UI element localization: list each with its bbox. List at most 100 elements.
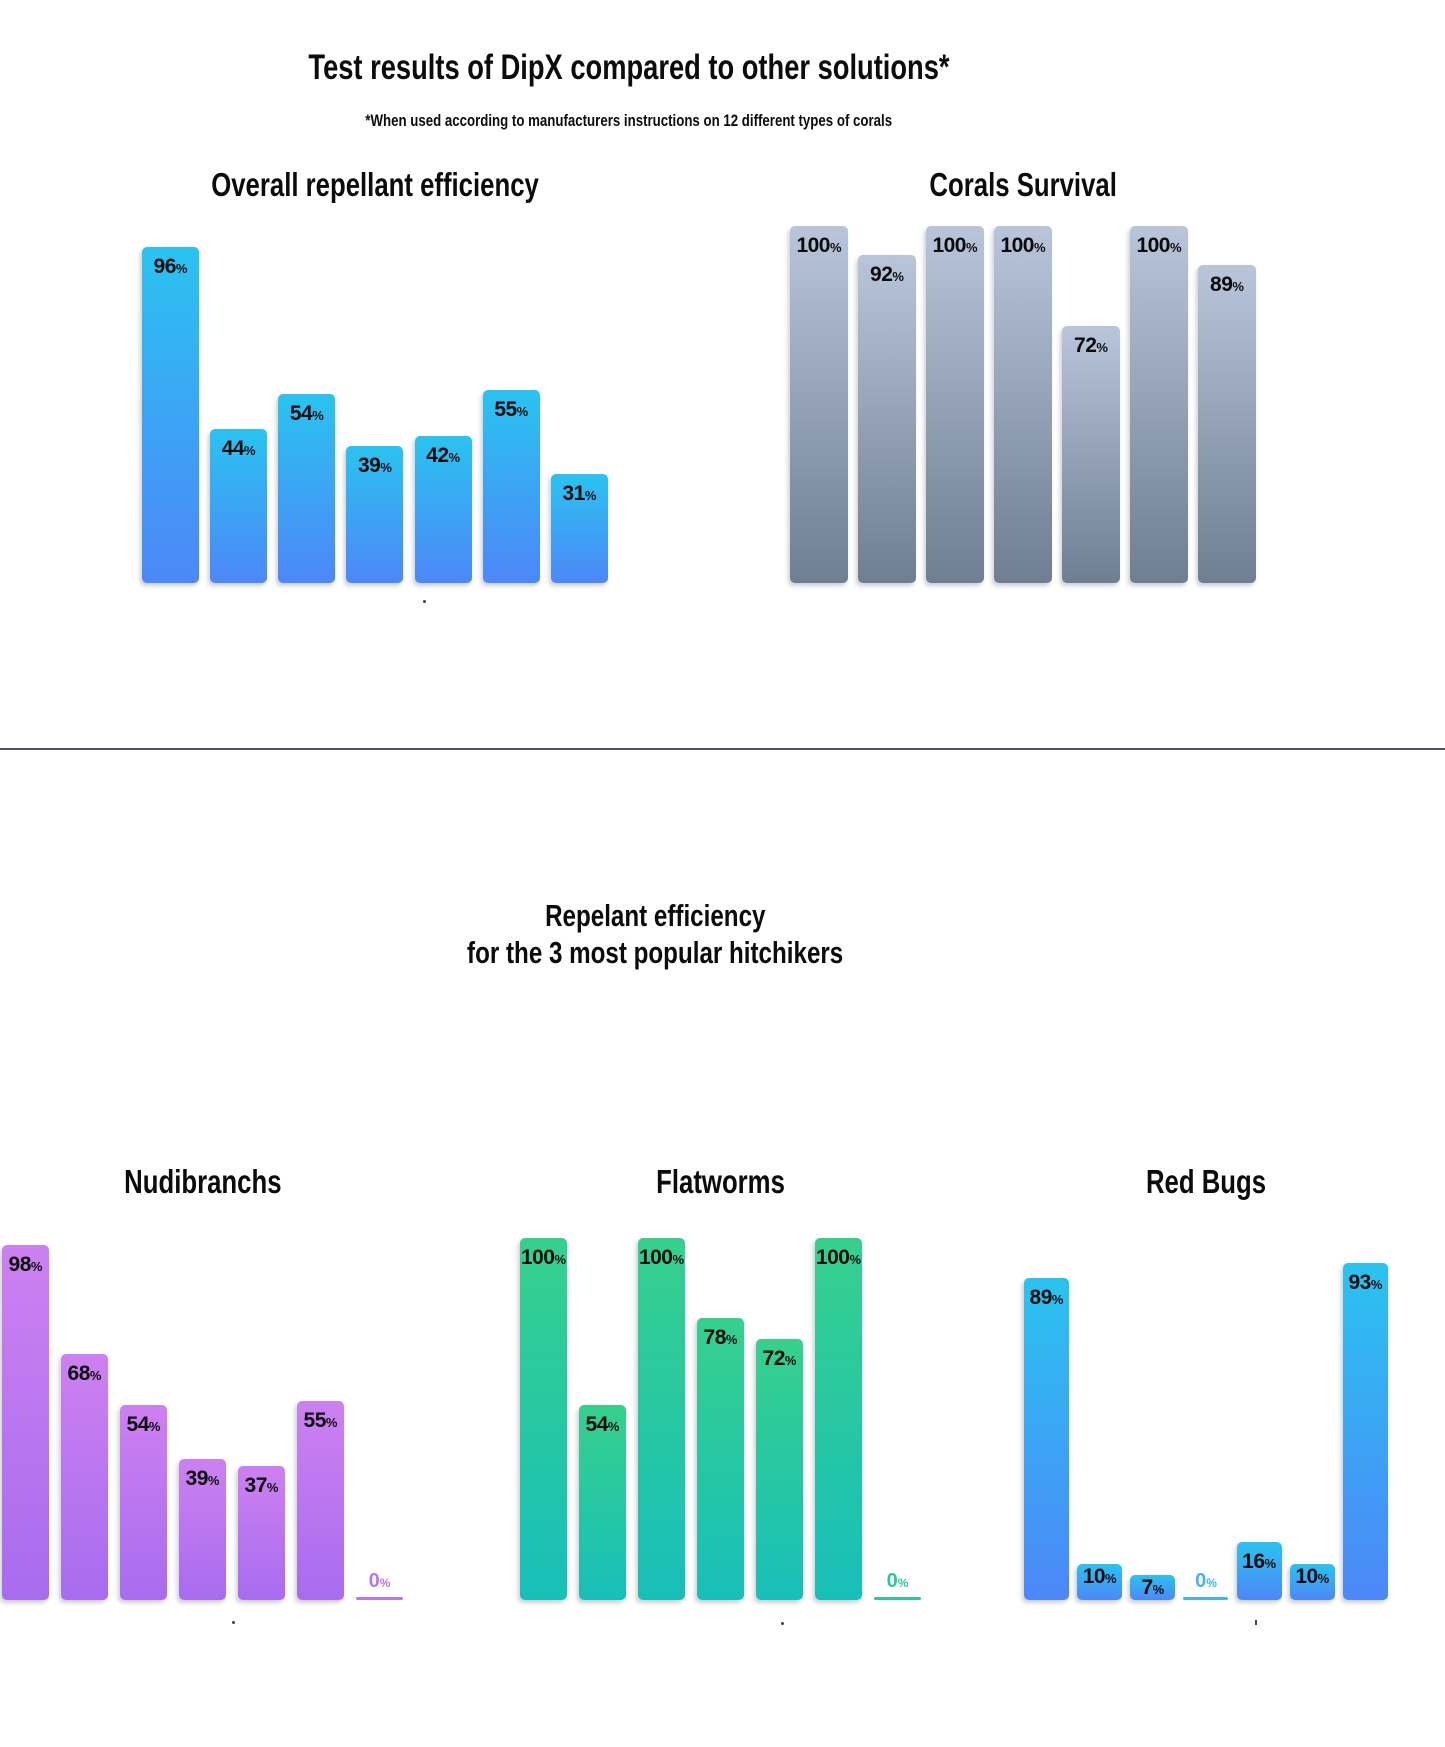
corals-survival-bar-4: 100% — [994, 226, 1052, 583]
red-bugs-bar-5: 16% — [1236, 1238, 1282, 1600]
bar-value-label: 54% — [126, 1413, 161, 1436]
nudibranchs-bar-7: 0% — [356, 1238, 403, 1600]
flatworms-bar-4: 78% — [697, 1238, 744, 1600]
overall-repellant-efficiency-bar-5: 42% — [414, 233, 472, 583]
bar-value-label: 96% — [153, 255, 188, 278]
flatworms-bar-7: 0% — [874, 1238, 921, 1600]
corals-survival-bar-7: 89% — [1198, 226, 1256, 583]
flatworms-bar-3: 100% — [638, 1238, 685, 1600]
bar-value-label: 31% — [562, 482, 597, 505]
red-bugs-bar-2: 10% — [1077, 1238, 1123, 1600]
nudibranchs-bar-3: 54% — [120, 1238, 167, 1600]
stray-mark — [232, 1621, 235, 1624]
bar-value-label: 55% — [303, 1409, 338, 1432]
zero-bar-line — [874, 1597, 921, 1600]
overall-repellant-efficiency-bar-7: 31% — [550, 233, 608, 583]
bar-value-label: 39% — [185, 1467, 220, 1490]
bar-value-label: 54% — [585, 1413, 620, 1436]
bar-value-label: 0% — [1195, 1570, 1217, 1592]
bar-value-label: 72% — [762, 1347, 797, 1370]
overall-repellant-efficiency-bar-1: 96% — [142, 233, 199, 583]
bar-value-label: 100% — [932, 234, 978, 257]
corals-survival-bar-3: 100% — [926, 226, 984, 583]
bar-value-label: 10% — [1082, 1565, 1117, 1588]
corals-survival-bar-1: 100% — [790, 226, 848, 583]
chart-title: Overall repellant efficiency — [211, 166, 539, 203]
bars-area: 89% 10% 7% 0% 16% 10% 93% — [1024, 1238, 1388, 1600]
stray-mark — [781, 1622, 784, 1625]
bars-area: 96% 44% 54% 39% 42% 55% 31% — [142, 233, 608, 583]
chart-title: Nudibranchs — [123, 1163, 282, 1200]
corals-survival-bar-5: 72% — [1062, 226, 1120, 583]
red-bugs-bar-3: 7% — [1130, 1238, 1176, 1600]
corals-survival-bar-2: 92% — [858, 226, 916, 583]
page-title: Test results of DipX compared to other s… — [0, 49, 1258, 88]
bar-value-label: 100% — [1000, 234, 1046, 257]
bar-value-label: 7% — [1141, 1576, 1165, 1599]
bar-value-label: 54% — [289, 402, 324, 425]
page-subtitle: *When used according to manufacturers in… — [0, 111, 1258, 131]
corals-survival-bar-6: 100% — [1130, 226, 1188, 583]
overall-repellant-efficiency-bar-2: 44% — [210, 233, 268, 583]
nudibranchs-bar-6: 55% — [297, 1238, 344, 1600]
bar-value-label: 72% — [1074, 334, 1108, 357]
section-title-line1: Repelant efficiency — [544, 898, 766, 933]
nudibranchs-bar-5: 37% — [238, 1238, 285, 1600]
red-bugs-bar-6: 10% — [1289, 1238, 1335, 1600]
bars-area: 100% 92% 100% 100% 72% 100% 89% — [790, 226, 1256, 583]
chart-flatworms: Flatworms 100% 54% 100% 78% 72% 100% 0% — [520, 1155, 921, 1600]
bar-value-label: 100% — [815, 1246, 862, 1269]
bar-value-label: 98% — [8, 1253, 43, 1276]
zero-bar-line — [1183, 1597, 1229, 1600]
nudibranchs-bar-4: 39% — [179, 1238, 226, 1600]
section-title: Repelant efficiency for the 3 most popul… — [0, 897, 1310, 971]
zero-bar-line — [356, 1597, 403, 1600]
red-bugs-bar-1: 89% — [1024, 1238, 1069, 1600]
bar-value-label: 37% — [244, 1474, 279, 1497]
chart-title: Flatworms — [656, 1163, 785, 1200]
bar-value-label: 89% — [1029, 1286, 1064, 1309]
bar-value-label: 92% — [870, 263, 904, 286]
chart-overall-repellant-efficiency: Overall repellant efficiency 96% 44% 54% 39… — [142, 158, 608, 583]
bars-area: 100% 54% 100% 78% 72% 100% 0% — [520, 1238, 921, 1600]
bar-value-label: 93% — [1348, 1271, 1383, 1294]
red-bugs-bar-7: 93% — [1342, 1238, 1388, 1600]
flatworms-bar-2: 54% — [579, 1238, 626, 1600]
stray-mark — [1255, 1620, 1257, 1625]
red-bugs-bar-4: 0% — [1183, 1238, 1229, 1600]
bar-value-label: 100% — [520, 1246, 567, 1269]
bar-value-label: 78% — [703, 1326, 738, 1349]
nudibranchs-bar-2: 68% — [61, 1238, 108, 1600]
bar-value-label: 0% — [368, 1570, 391, 1592]
bar-value-label: 0% — [886, 1570, 909, 1592]
header: Test results of DipX compared to other s… — [0, 26, 1258, 131]
bar-value-label: 100% — [638, 1246, 685, 1269]
flatworms-bar-1: 100% — [520, 1238, 567, 1600]
bar-value-label: 10% — [1295, 1565, 1330, 1588]
bar-value-label: 16% — [1242, 1550, 1277, 1573]
bars-area: 98% 68% 54% 39% 37% 55% 0% — [2, 1238, 403, 1600]
flatworms-bar-6: 100% — [815, 1238, 862, 1600]
chart-title: Corals Survival — [929, 166, 1117, 203]
page-subtitle-text: *When used according to manufacturers in… — [365, 111, 893, 131]
bar-value-label: 39% — [358, 454, 392, 477]
bar-value-label: 68% — [67, 1362, 102, 1385]
section-title-line2: for the 3 most popular hitchikers — [466, 935, 844, 970]
chart-red-bugs: Red Bugs 89% 10% 7% 0% 16% 10% 93% — [1024, 1155, 1388, 1600]
chart-nudibranchs: Nudibranchs 98% 68% 54% 39% 37% 55% 0% — [2, 1155, 403, 1600]
chart-corals-survival: Corals Survival 100% 92% 100% 100% 72% 100% 89… — [790, 158, 1256, 583]
bar-value-label: 100% — [1136, 234, 1182, 257]
nudibranchs-bar-1: 98% — [2, 1238, 49, 1600]
flatworms-bar-5: 72% — [756, 1238, 803, 1600]
overall-repellant-efficiency-bar-4: 39% — [346, 233, 404, 583]
bar-value-label: 55% — [494, 398, 529, 421]
bar-value-label: 42% — [426, 444, 461, 467]
chart-title: Red Bugs — [1145, 1163, 1267, 1200]
overall-repellant-efficiency-bar-3: 54% — [278, 233, 336, 583]
stray-mark — [423, 600, 426, 603]
bar-value-label: 89% — [1210, 273, 1244, 296]
bar-value-label: 44% — [221, 437, 256, 460]
bar-value-label: 100% — [796, 234, 842, 257]
overall-repellant-efficiency-bar-6: 55% — [482, 233, 540, 583]
